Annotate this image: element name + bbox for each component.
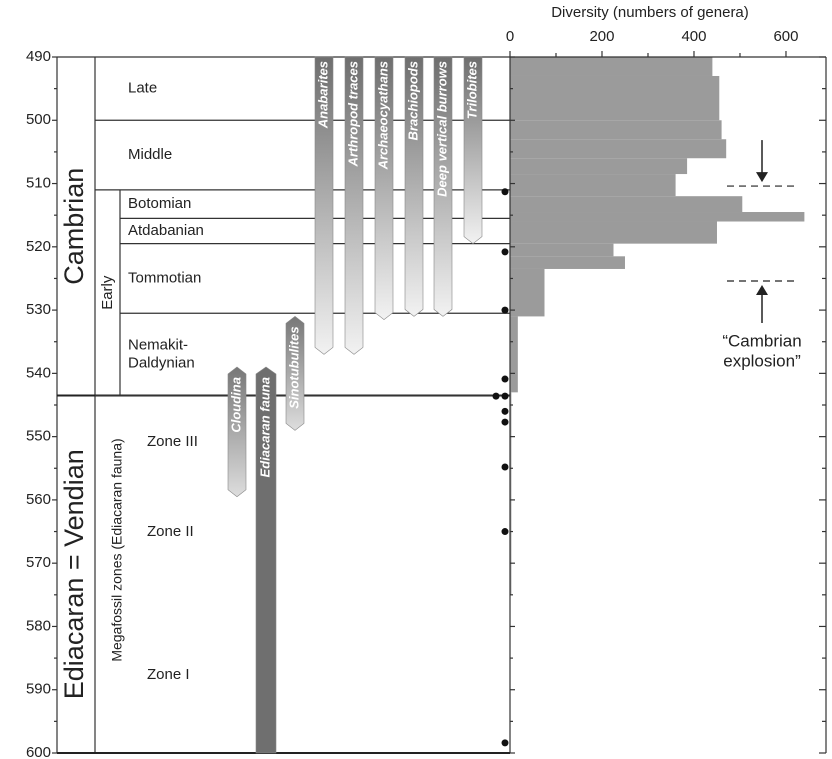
stage-label: Tommotian <box>128 269 201 286</box>
date-dot <box>502 419 509 426</box>
y-tick-label: 590 <box>26 681 51 698</box>
arrow-head <box>756 285 768 295</box>
stage-label: Atdabanian <box>128 222 204 239</box>
arrow-head <box>756 172 768 182</box>
annotation-text: explosion” <box>723 351 801 370</box>
date-dot <box>502 393 509 400</box>
y-tick-label: 500 <box>26 111 51 128</box>
zone-title: Megafossil zones (Ediacaran fauna) <box>109 438 125 661</box>
range-label: Cloudina <box>228 377 243 433</box>
range-label: Anabarites <box>315 61 330 129</box>
zone-label: Zone II <box>147 523 194 540</box>
x-tick-label: 0 <box>506 28 514 45</box>
range-label: Brachiopods <box>405 61 420 140</box>
histogram-bar <box>510 256 625 269</box>
x-tick-label: 200 <box>589 28 614 45</box>
range-label: Deep vertical burrows <box>434 61 449 197</box>
x-axis-title: Diversity (numbers of genera) <box>551 4 749 21</box>
date-dot <box>502 528 509 535</box>
range-label: Sinotubulites <box>286 326 301 408</box>
zone-label: Zone III <box>147 433 198 450</box>
histogram-bar <box>510 212 804 221</box>
histogram-bar <box>510 269 544 316</box>
y-tick-label: 570 <box>26 554 51 571</box>
range-label: Arthropod traces <box>345 61 360 167</box>
histogram-bar <box>510 222 717 244</box>
histogram-bar <box>510 174 676 196</box>
range-label: Ediacaran fauna <box>257 377 272 477</box>
chart: Diversity (numbers of genera) 490 500 510 5… <box>0 0 832 759</box>
y-tick-label: 520 <box>26 238 51 255</box>
y-tick-label: 490 <box>26 48 51 65</box>
period-label: Ediacaran = Vendian <box>59 449 89 699</box>
date-dot <box>502 248 509 255</box>
stage-label: Daldynian <box>128 354 195 371</box>
x-tick-label: 400 <box>681 28 706 45</box>
histogram-bar <box>510 139 726 158</box>
date-dot <box>502 464 509 471</box>
stage-label: Nemakit- <box>128 336 188 353</box>
annotation-text: “Cambrian <box>722 331 801 350</box>
histogram-bar <box>510 196 742 212</box>
y-tick-label: 550 <box>26 428 51 445</box>
date-dot <box>502 739 509 746</box>
range-label: Trilobites <box>464 61 479 119</box>
histogram-bar <box>510 57 712 76</box>
epoch-label: Late <box>128 80 157 97</box>
histogram-bar <box>510 158 687 174</box>
x-tick-label: 600 <box>773 28 798 45</box>
histogram-bar <box>510 316 518 392</box>
epoch-label: Early <box>99 275 116 310</box>
date-dot <box>502 408 509 415</box>
date-dot <box>502 307 509 314</box>
epoch-label: Middle <box>128 146 172 163</box>
y-tick-label: 510 <box>26 175 51 192</box>
y-tick-label: 600 <box>26 744 51 759</box>
y-tick-label: 560 <box>26 491 51 508</box>
y-tick-label: 530 <box>26 301 51 318</box>
period-label: Cambrian <box>59 168 89 285</box>
date-dot <box>502 376 509 383</box>
y-tick-label: 540 <box>26 364 51 381</box>
date-dot <box>493 393 500 400</box>
date-dot <box>502 188 509 195</box>
stage-label: Botomian <box>128 195 191 212</box>
y-tick-label: 580 <box>26 617 51 634</box>
histogram-bar <box>510 76 719 120</box>
histogram-bar <box>510 120 722 139</box>
histogram-bar <box>510 244 613 257</box>
zone-label: Zone I <box>147 666 190 683</box>
range-label: Archaeocyathans <box>375 61 390 170</box>
